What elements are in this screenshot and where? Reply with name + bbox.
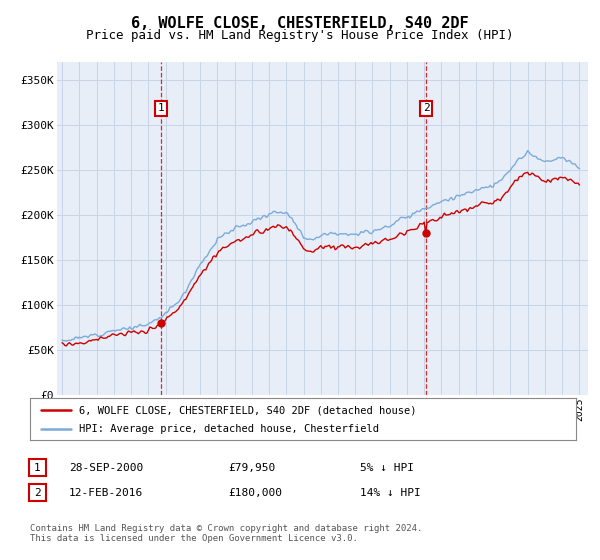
Text: 5% ↓ HPI: 5% ↓ HPI [360,463,414,473]
Text: 12-FEB-2016: 12-FEB-2016 [69,488,143,498]
Text: 1: 1 [158,104,164,114]
Text: Contains HM Land Registry data © Crown copyright and database right 2024.
This d: Contains HM Land Registry data © Crown c… [30,524,422,543]
Text: 2: 2 [34,488,41,498]
Text: 2: 2 [423,104,430,114]
Text: 6, WOLFE CLOSE, CHESTERFIELD, S40 2DF (detached house): 6, WOLFE CLOSE, CHESTERFIELD, S40 2DF (d… [79,405,416,415]
Text: 1: 1 [34,463,41,473]
Text: 14% ↓ HPI: 14% ↓ HPI [360,488,421,498]
Text: Price paid vs. HM Land Registry's House Price Index (HPI): Price paid vs. HM Land Registry's House … [86,29,514,42]
Text: 6, WOLFE CLOSE, CHESTERFIELD, S40 2DF: 6, WOLFE CLOSE, CHESTERFIELD, S40 2DF [131,16,469,31]
Text: £180,000: £180,000 [228,488,282,498]
Text: HPI: Average price, detached house, Chesterfield: HPI: Average price, detached house, Ches… [79,424,379,434]
Text: £79,950: £79,950 [228,463,275,473]
Text: 28-SEP-2000: 28-SEP-2000 [69,463,143,473]
